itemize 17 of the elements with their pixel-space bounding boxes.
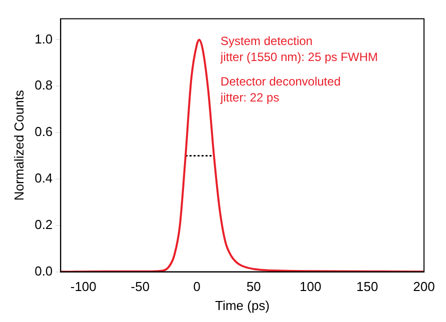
x-tick-label: 100 xyxy=(300,279,322,294)
y-axis-title: Normalized Counts xyxy=(11,90,26,201)
y-tick-label: 0.8 xyxy=(34,78,53,93)
x-tick-label: -50 xyxy=(130,279,150,294)
x-tick-label: 50 xyxy=(246,279,261,294)
annotation: Detector deconvoluted jitter: 22 ps xyxy=(220,74,341,104)
x-axis-title: Time (ps) xyxy=(215,298,270,313)
x-tick-label: 150 xyxy=(356,279,378,294)
x-tick-label: 0 xyxy=(193,279,201,294)
x-tick-label: -100 xyxy=(70,279,96,294)
x-tick-label: 200 xyxy=(413,279,435,294)
y-tick-label: 0.6 xyxy=(34,124,53,140)
y-tick-label: 1.0 xyxy=(34,31,53,46)
y-tick-label: 0.2 xyxy=(34,216,53,232)
annotation: System detection jitter (1550 nm): 25 ps FWHM xyxy=(220,34,378,64)
y-tick-label: 0.4 xyxy=(34,170,53,186)
y-tick-label: 0.0 xyxy=(34,263,53,278)
